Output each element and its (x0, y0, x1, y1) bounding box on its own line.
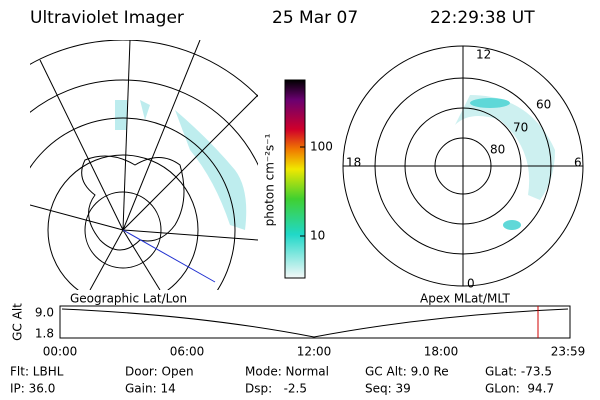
polar-map (455, 95, 555, 230)
status-field: GC Alt: 9.0 Re (365, 365, 449, 379)
map-label: Apex MLat/MLT (420, 292, 510, 306)
geographic-map (30, 40, 258, 290)
status-field: Door: Open (125, 365, 194, 379)
status-field: Gain: 14 (125, 382, 176, 396)
colorbar-label: photon cm⁻²s⁻¹ (263, 133, 277, 226)
mlt-label: 0 (467, 277, 475, 291)
time: 22:29:38 UT (430, 8, 535, 28)
y-tick-label: 9.0 (35, 306, 54, 320)
colorbar (284, 79, 306, 279)
x-tick-label: 23:59 (551, 345, 586, 359)
status-field: Mode: Normal (245, 365, 329, 379)
status-field: Seq: 39 (365, 382, 411, 396)
y-tick-label: 1.8 (35, 327, 54, 341)
x-tick-label: 18:00 (424, 345, 459, 359)
title: Ultraviolet Imager (30, 8, 184, 28)
status-field: IP: 36.0 (10, 382, 55, 396)
lat-label: 60 (536, 98, 551, 112)
colorbar-tick: 100 (310, 140, 333, 154)
mlt-label: 6 (574, 156, 582, 170)
date: 25 Mar 07 (272, 8, 358, 28)
mlt-label: 12 (476, 48, 491, 62)
x-tick-label: 00:00 (43, 345, 78, 359)
lat-label: 70 (513, 121, 528, 135)
altitude-curve (61, 308, 569, 338)
x-tick-label: 06:00 (170, 345, 205, 359)
mlt-label: 18 (346, 156, 361, 170)
status-field: GLat: -73.5 (485, 365, 552, 379)
status-field: Flt: LBHL (10, 365, 64, 379)
y-axis-label: GC Alt (11, 303, 25, 341)
colorbar-tick: 10 (310, 229, 325, 243)
status-field: Dsp: -2.5 (245, 382, 307, 396)
lat-label: 80 (490, 143, 505, 157)
altitude-plot (59, 305, 571, 339)
status-field: GLon: 94.7 (485, 382, 554, 396)
map-label: Geographic Lat/Lon (70, 292, 187, 306)
x-tick-label: 12:00 (297, 345, 332, 359)
